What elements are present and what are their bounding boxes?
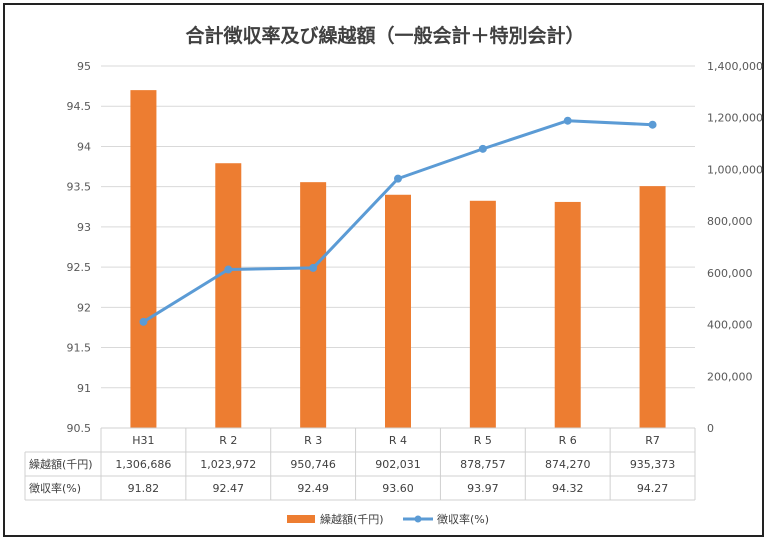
- bar-value-label: 878,757: [460, 458, 506, 471]
- right-tick-label: 800,000: [707, 215, 753, 228]
- line-value-label: 92.47: [213, 482, 245, 495]
- line-value-label: 91.82: [128, 482, 160, 495]
- bar: [469, 200, 496, 428]
- category-label: H31: [132, 434, 154, 447]
- category-label: R 4: [389, 434, 407, 447]
- category-label: R 5: [474, 434, 492, 447]
- bar-value-label: 902,031: [375, 458, 421, 471]
- category-label: R 6: [559, 434, 577, 447]
- line-point: [139, 317, 148, 326]
- right-tick-label: 0: [707, 422, 714, 435]
- line-point: [648, 120, 657, 129]
- legend: 繰越額(千円) 徴収率(%): [287, 512, 489, 526]
- left-tick-label: 93.5: [67, 181, 92, 194]
- legend-line-label: 徴収率(%): [437, 512, 489, 526]
- line-value-label: 93.60: [382, 482, 414, 495]
- bar-value-label: 935,373: [630, 458, 676, 471]
- line-value-label: 93.97: [467, 482, 499, 495]
- bar: [554, 201, 581, 428]
- table-row-header-bar: 繰越額(千円): [29, 457, 93, 471]
- left-tick-label: 92: [77, 301, 91, 314]
- left-tick-label: 94: [77, 140, 91, 153]
- line-point: [478, 144, 487, 153]
- bar-series: [130, 90, 666, 429]
- bar: [385, 194, 411, 428]
- bar: [130, 90, 157, 429]
- left-axis: 90.5 91 91.5 92 92.5 93 93.5 94 94.5 95: [67, 60, 92, 435]
- bar-value-label: 1,023,972: [200, 458, 256, 471]
- line-series: [139, 116, 657, 326]
- bar-value-label: 1,306,686: [115, 458, 171, 471]
- left-tick-label: 93: [77, 221, 91, 234]
- left-tick-label: 91: [77, 382, 91, 395]
- data-table: H31 1,306,686 91.82 R 2 1,023,972 92.47 R 3 950…: [24, 427, 696, 501]
- left-tick-label: 92.5: [67, 261, 92, 274]
- bar-value-label: 950,746: [290, 458, 336, 471]
- chart-title: 合計徴収率及び繰越額（一般会計＋特別会計）: [185, 24, 584, 47]
- right-tick-label: 600,000: [707, 267, 753, 280]
- line-point: [309, 263, 318, 272]
- bar: [639, 186, 666, 428]
- right-tick-label: 400,000: [707, 319, 753, 332]
- left-tick-label: 94.5: [67, 100, 92, 113]
- left-tick-label: 91.5: [67, 342, 92, 355]
- legend-bar-swatch: [287, 515, 315, 523]
- category-label: R7: [645, 434, 660, 447]
- bar-value-label: 874,270: [545, 458, 591, 471]
- bar: [300, 182, 327, 428]
- chart-svg: 90.5 91 91.5 92 92.5 93 93.5 94 94.5 95 0 200,000 4…: [24, 24, 763, 526]
- line-point: [224, 265, 233, 274]
- line-point: [394, 174, 402, 183]
- line-value-label: 94.27: [637, 482, 669, 495]
- table-row-header-line: 徴収率(%): [29, 481, 81, 495]
- chart-frame: 90.5 91 91.5 92 92.5 93 93.5 94 94.5 95 0 200,000 4…: [3, 3, 764, 537]
- left-tick-label: 90.5: [67, 422, 92, 435]
- right-axis: 0 200,000 400,000 600,000 800,000 1,000,000 1,…: [707, 60, 763, 435]
- category-label: R 3: [304, 434, 322, 447]
- category-label: R 2: [219, 434, 237, 447]
- line-point: [563, 116, 572, 125]
- right-tick-label: 200,000: [707, 370, 753, 383]
- legend-bar-label: 繰越額(千円): [320, 512, 384, 526]
- legend-line-marker: [414, 515, 422, 523]
- right-tick-label: 1,200,000: [707, 112, 763, 125]
- right-tick-label: 1,000,000: [707, 163, 763, 176]
- bar: [215, 163, 242, 428]
- right-tick-label: 1,400,000: [707, 60, 763, 73]
- left-tick-label: 95: [77, 60, 91, 73]
- line-value-label: 94.32: [552, 482, 584, 495]
- line-value-label: 92.49: [297, 482, 329, 495]
